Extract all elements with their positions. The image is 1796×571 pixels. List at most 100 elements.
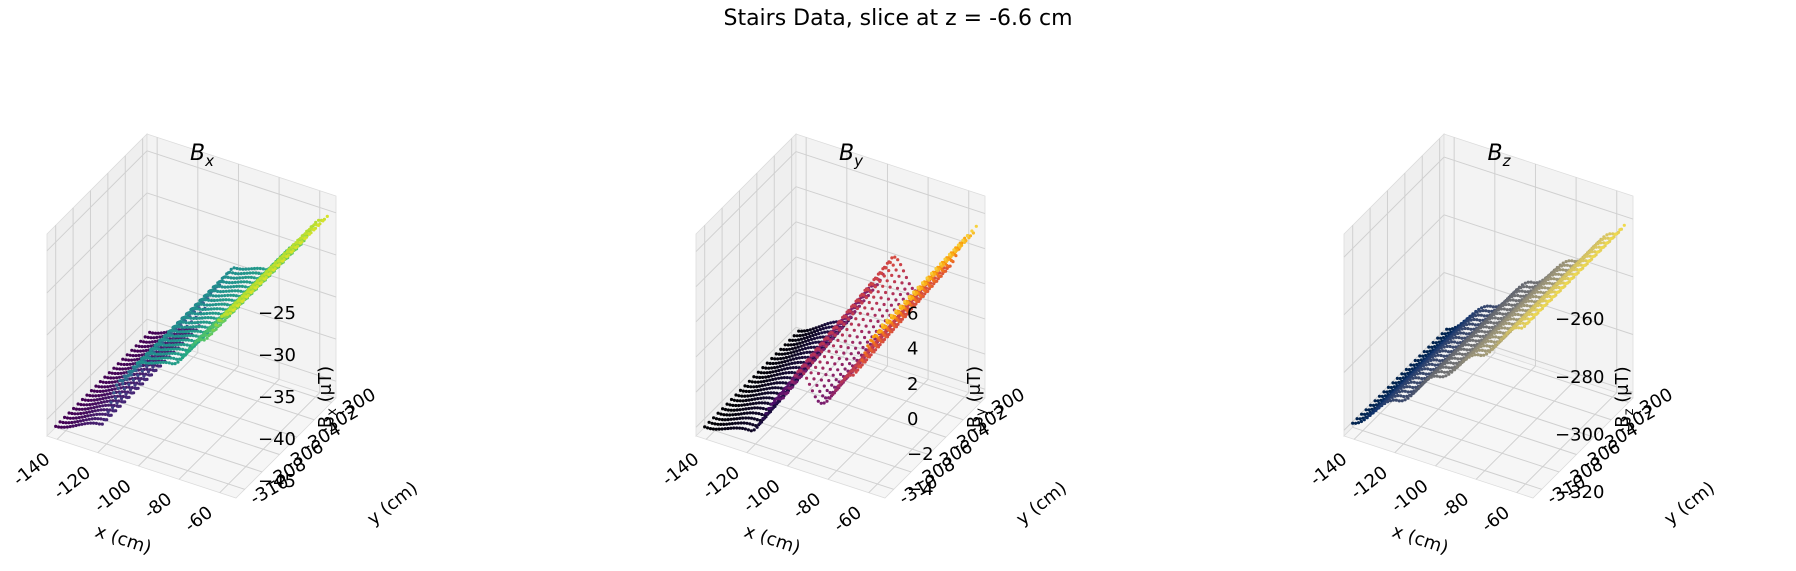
data-point	[755, 425, 759, 429]
data-point	[752, 428, 756, 432]
data-point	[251, 271, 255, 275]
data-point	[830, 383, 834, 387]
data-point	[121, 367, 125, 371]
data-point	[757, 384, 762, 388]
data-point	[1407, 368, 1411, 372]
data-point	[124, 392, 128, 396]
data-point	[866, 344, 870, 348]
data-point	[840, 380, 844, 384]
data-point	[1522, 285, 1526, 289]
data-point	[85, 403, 89, 407]
data-point	[187, 338, 191, 342]
data-point	[765, 361, 769, 365]
data-point	[107, 371, 111, 375]
data-point	[1396, 394, 1400, 398]
data-point	[77, 407, 81, 411]
data-point	[1567, 272, 1572, 276]
data-point	[776, 386, 780, 390]
data-point	[880, 323, 884, 327]
data-point	[816, 371, 821, 376]
y-axis-label: y (cm)	[1012, 478, 1071, 530]
data-point	[1529, 309, 1533, 313]
data-point	[1385, 390, 1389, 394]
data-point	[833, 385, 837, 389]
panel-bx: -140 -120 -100 -80 -60 -310 -308 -306 -304 -302 -3…	[0, 0, 600, 571]
data-point	[58, 420, 62, 424]
data-point	[1495, 311, 1499, 316]
data-point	[171, 334, 175, 338]
data-point	[1514, 326, 1518, 330]
data-point	[745, 421, 749, 425]
data-point	[1364, 408, 1368, 412]
data-point	[875, 301, 879, 305]
data-point	[1408, 385, 1412, 389]
data-point	[144, 340, 149, 344]
data-point	[1523, 290, 1527, 294]
data-point	[98, 412, 102, 416]
data-point	[829, 339, 833, 343]
data-point	[1600, 246, 1604, 250]
data-point	[1527, 312, 1531, 316]
data-point	[901, 309, 905, 313]
data-point	[848, 362, 852, 366]
data-point	[229, 276, 233, 280]
data-point	[872, 295, 876, 299]
data-point	[780, 360, 784, 364]
data-point	[789, 351, 793, 355]
data-point	[205, 329, 209, 333]
data-point	[842, 376, 847, 381]
data-point	[316, 223, 320, 227]
x-tick-label: -80	[140, 489, 176, 524]
data-point	[900, 307, 904, 311]
data-point	[768, 370, 772, 374]
data-point	[1582, 255, 1587, 259]
data-point	[899, 263, 903, 267]
data-point	[255, 279, 260, 283]
data-point	[904, 302, 908, 306]
data-point	[805, 328, 809, 333]
data-point	[1443, 362, 1447, 366]
data-point	[103, 375, 107, 379]
data-point	[1442, 354, 1446, 358]
data-point	[187, 329, 191, 333]
data-point	[821, 394, 825, 398]
data-point	[889, 313, 893, 318]
data-point	[770, 396, 774, 400]
data-point	[848, 334, 852, 338]
data-point	[831, 373, 835, 377]
data-point	[325, 214, 329, 218]
data-point	[99, 400, 103, 405]
data-point	[1511, 327, 1515, 331]
data-point	[141, 360, 145, 365]
data-point	[758, 406, 762, 410]
data-point	[1476, 313, 1481, 317]
data-point	[805, 350, 809, 354]
data-point	[791, 366, 795, 370]
data-point	[113, 371, 117, 376]
data-point	[1503, 326, 1507, 330]
data-point	[227, 298, 231, 302]
data-point	[211, 328, 215, 332]
data-point	[197, 325, 201, 329]
data-point	[1439, 353, 1443, 358]
data-point	[864, 353, 868, 357]
data-point	[183, 315, 187, 319]
data-point	[1471, 338, 1475, 342]
data-point	[133, 349, 137, 353]
data-point	[768, 386, 772, 390]
data-point	[86, 421, 90, 425]
data-point	[1542, 304, 1546, 308]
data-point	[196, 312, 200, 316]
data-point	[1521, 308, 1525, 312]
data-point	[759, 396, 763, 400]
data-point	[933, 276, 937, 280]
data-point	[901, 269, 906, 273]
data-point	[863, 351, 867, 355]
data-point	[1373, 399, 1377, 403]
data-point	[1512, 317, 1516, 321]
data-point	[111, 384, 115, 388]
data-point	[1451, 361, 1456, 365]
data-point	[1542, 282, 1546, 286]
data-point	[836, 368, 840, 372]
data-point	[790, 379, 794, 384]
